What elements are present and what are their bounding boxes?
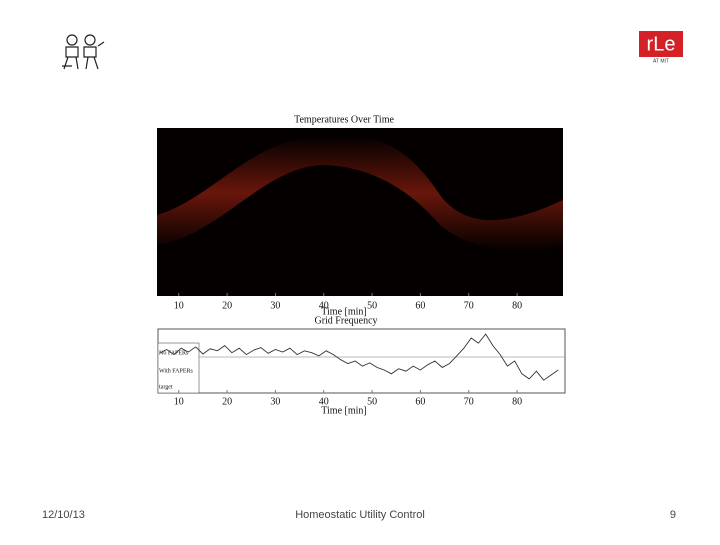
logo-text: rLe: [647, 33, 676, 55]
x-tick-label: 30: [270, 396, 280, 407]
row-label: target: [159, 384, 173, 390]
x-tick-label: 40: [319, 300, 329, 311]
heatmap: [157, 128, 563, 296]
x-tick-label: 60: [415, 396, 425, 407]
row-label: With FAPERs: [159, 368, 193, 374]
footer-title: Homeostatic Utility Control: [295, 509, 425, 521]
row-label-box: [157, 342, 200, 394]
x-tick-label: 60: [415, 300, 425, 311]
x-axis-label: Time [min]: [321, 405, 366, 416]
heatmap-title: Temperatures Over Time: [294, 114, 394, 125]
x-axis-label: Time [min]: [321, 306, 366, 317]
x-tick-label: 50: [367, 396, 377, 407]
x-tick-label: 20: [222, 396, 232, 407]
x-tick-label: 80: [512, 300, 522, 311]
x-tick-label: 70: [464, 396, 474, 407]
cartoon-logo: [62, 34, 105, 70]
row-label: No FAPERs: [159, 350, 189, 356]
logo-subtext: AT MIT: [653, 58, 669, 64]
series-line: [159, 333, 559, 381]
x-tick-label: 10: [174, 396, 184, 407]
x-tick-label: 20: [222, 300, 232, 311]
x-tick-label: 70: [464, 300, 474, 311]
rle-logo: rLe AT MIT: [639, 31, 683, 64]
x-tick-label: 50: [367, 300, 377, 311]
line-chart-title: Grid Frequency: [314, 315, 377, 326]
x-tick-label: 40: [319, 396, 329, 407]
footer-page: 9: [670, 509, 676, 521]
x-tick-label: 80: [512, 396, 522, 407]
footer-date: 12/10/13: [42, 509, 85, 521]
x-tick-label: 10: [174, 300, 184, 311]
x-tick-label: 30: [270, 300, 280, 311]
